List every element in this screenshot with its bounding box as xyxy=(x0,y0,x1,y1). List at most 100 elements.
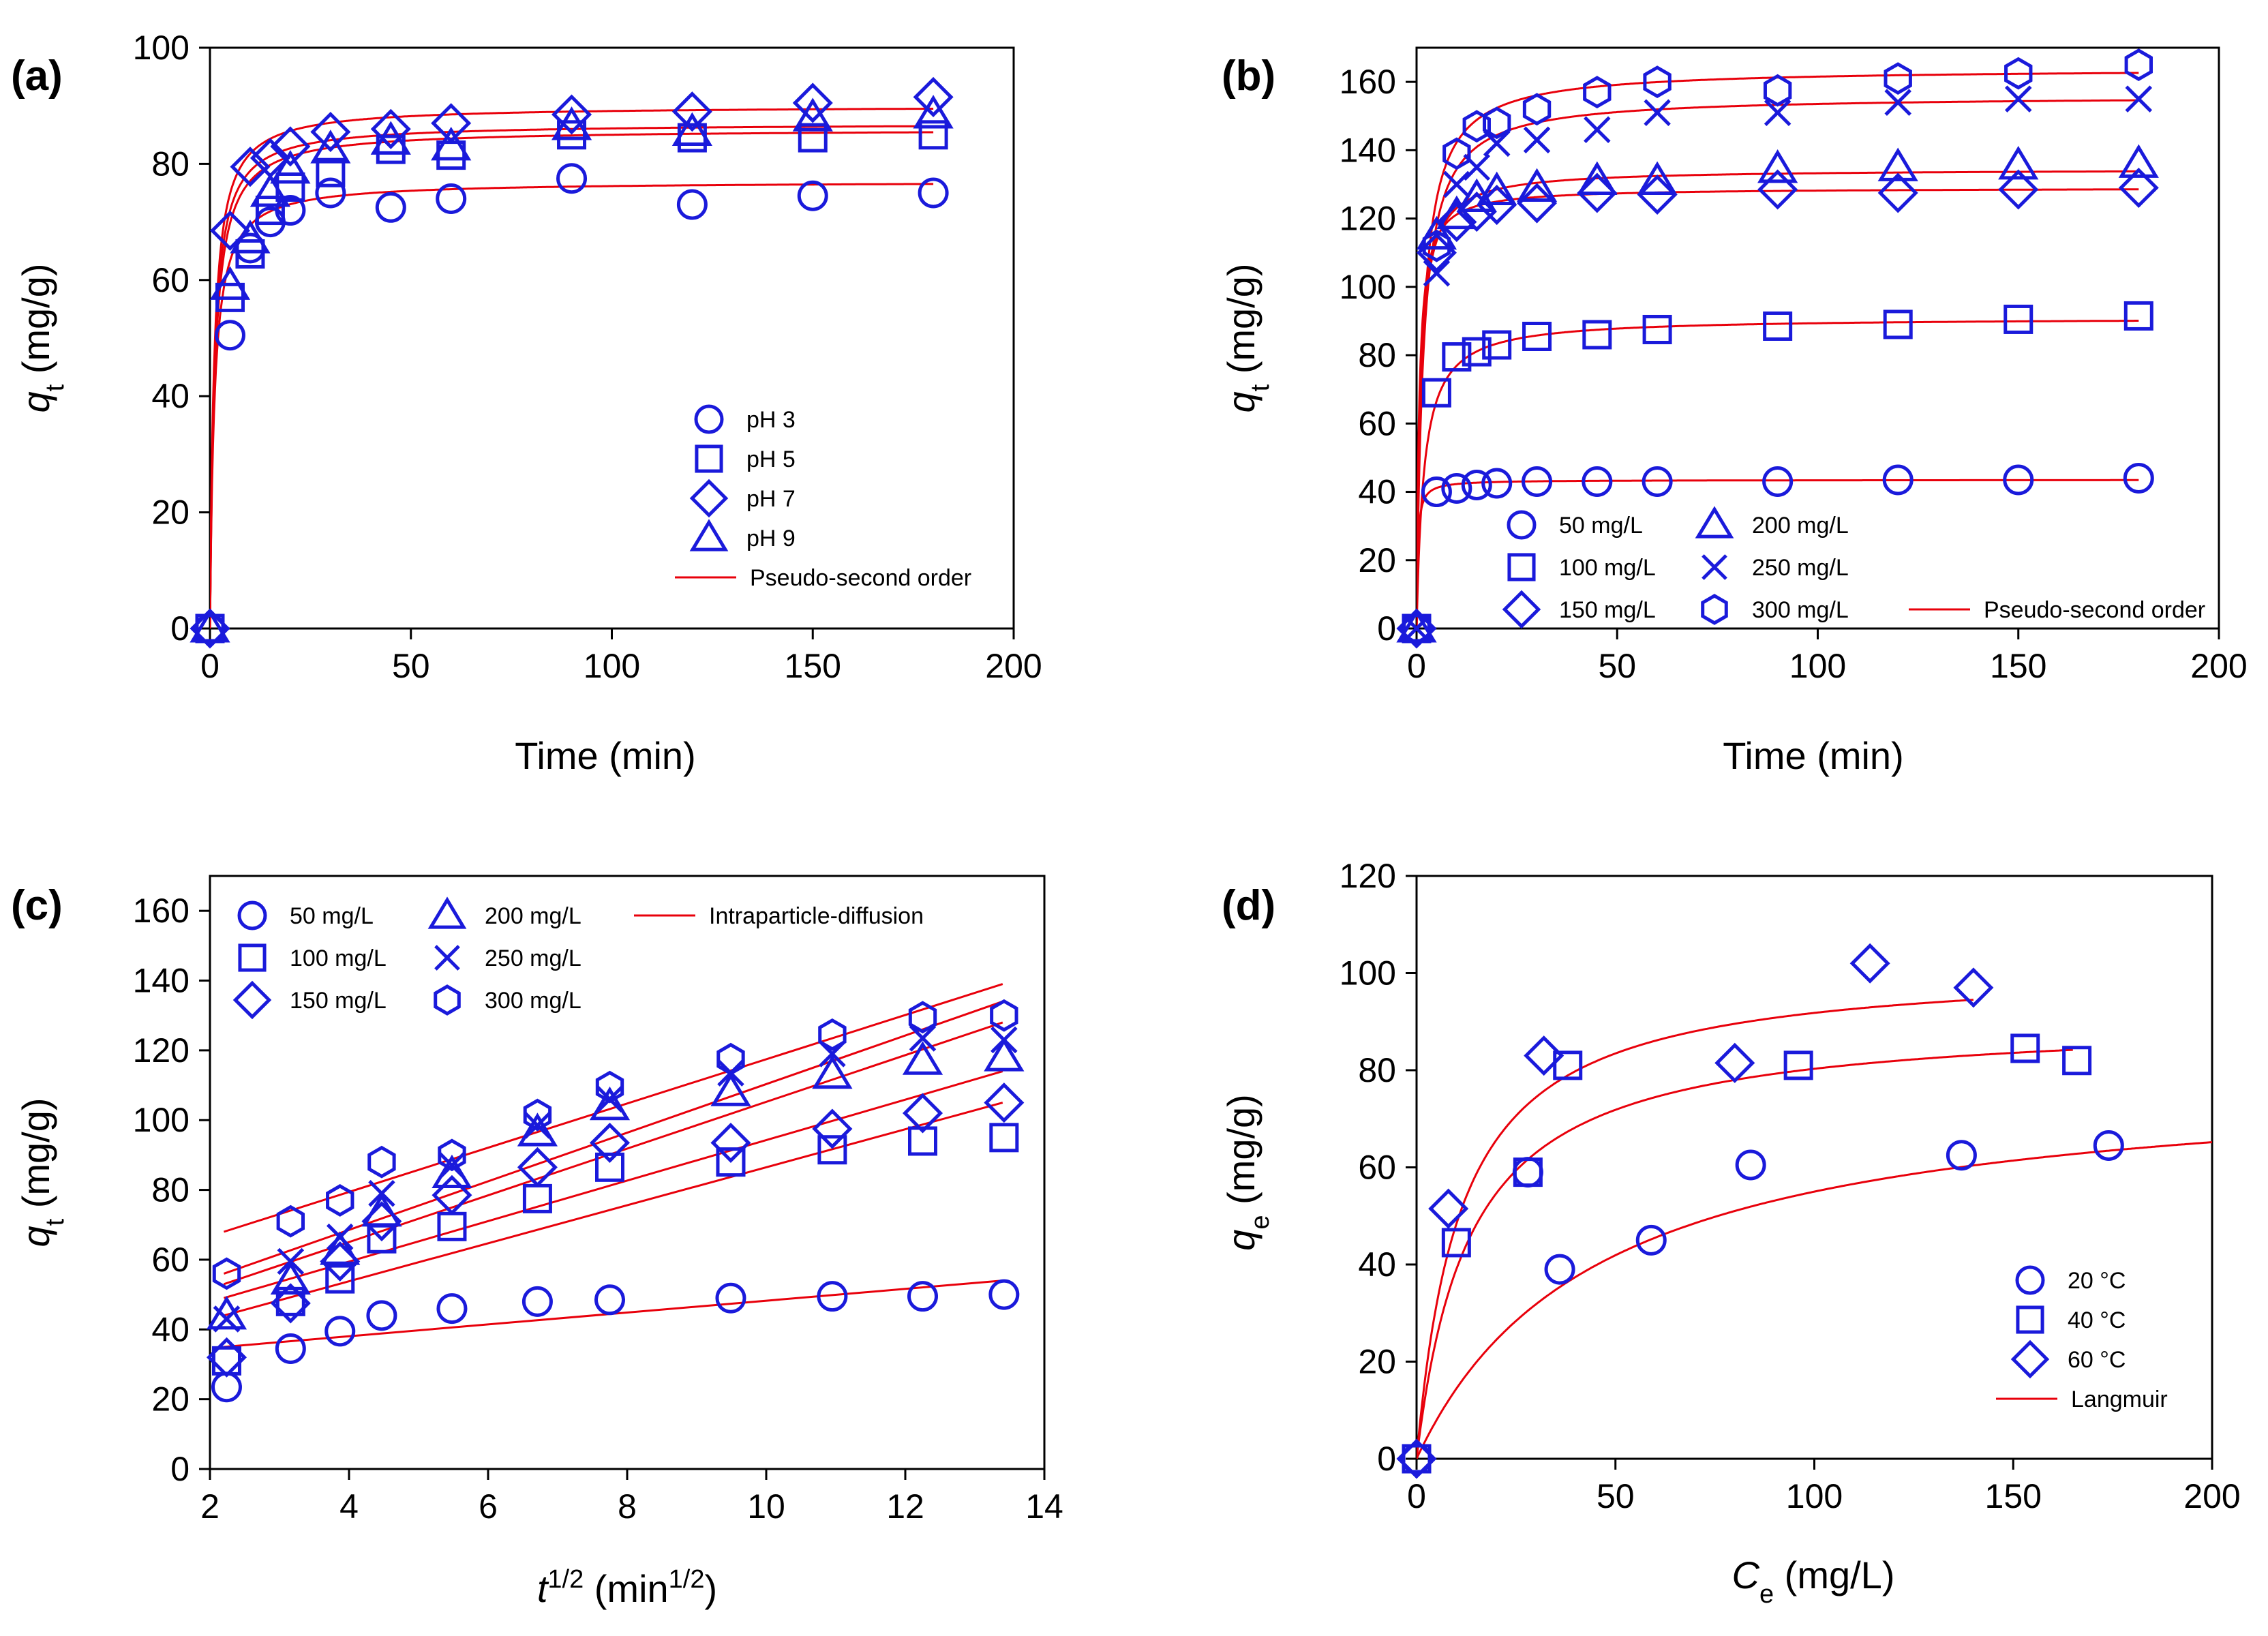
x-axis-title: Time (min) xyxy=(515,734,695,777)
data-point xyxy=(361,1192,402,1227)
panel-label: (a) xyxy=(11,52,63,100)
data-point xyxy=(2118,167,2159,209)
legend-item-label: 50 mg/L xyxy=(290,903,374,929)
y-tick-label: 0 xyxy=(170,1450,190,1488)
legend-item-label: 100 mg/L xyxy=(290,945,387,971)
data-point xyxy=(1849,943,1890,984)
legend-item-marker xyxy=(695,444,723,473)
data-point xyxy=(710,1072,751,1106)
data-point xyxy=(270,1283,311,1324)
data-point xyxy=(276,1205,305,1238)
legend-item-label: 100 mg/L xyxy=(1559,555,1656,581)
data-point xyxy=(315,177,346,209)
legend-item-label: 300 mg/L xyxy=(485,988,581,1014)
fit-line-1 xyxy=(1417,320,2139,628)
legend-item-marker xyxy=(237,900,267,930)
fit-line-1 xyxy=(1417,1048,2073,1459)
data-point xyxy=(1513,1157,1543,1187)
x-tick-label: 100 xyxy=(1789,647,1846,685)
legend-item-marker xyxy=(1507,553,1536,581)
data-point xyxy=(376,134,406,164)
y-tick-label: 0 xyxy=(1377,609,1396,648)
data-point xyxy=(913,76,954,117)
data-point xyxy=(1421,378,1451,408)
y-tick-label: 60 xyxy=(151,261,190,299)
legend-fit-label: Pseudo-second order xyxy=(1984,597,2205,623)
data-point xyxy=(589,1086,631,1121)
data-point xyxy=(1877,172,1918,213)
data-point xyxy=(310,112,351,153)
data-point xyxy=(1441,1228,1471,1258)
data-point xyxy=(1482,330,1512,360)
y-axis-title: qt (mg/g) xyxy=(1220,263,1275,412)
data-point xyxy=(716,1042,745,1076)
data-point xyxy=(206,1337,247,1378)
data-point xyxy=(1884,89,1911,116)
y-tick-label: 60 xyxy=(1358,1149,1396,1187)
data-point xyxy=(792,97,833,132)
data-point xyxy=(1642,466,1673,497)
data-point xyxy=(676,189,708,220)
data-point xyxy=(1643,65,1672,99)
data-point xyxy=(1423,260,1451,287)
legend-item-label: pH 5 xyxy=(746,446,796,472)
data-point xyxy=(320,1231,361,1265)
legend-item-label: 250 mg/L xyxy=(1752,555,1849,581)
x-axis-title: t1/2 (min1/2) xyxy=(537,1565,717,1610)
panel-d: (d) 0 50 100 150 200 0 20 40 60 80 100 120 Ce (mg/L) q… xyxy=(1220,857,2241,1609)
legend-item-marker xyxy=(689,519,729,551)
legend-item-marker xyxy=(1502,590,1541,629)
data-point xyxy=(902,1041,943,1075)
legend-item-label: pH 9 xyxy=(746,526,796,551)
y-tick-label: 40 xyxy=(1358,1245,1396,1284)
x-tick-label: 100 xyxy=(1786,1477,1843,1515)
panel-a: (a) 0 50 100 150 200 0 20 40 60 80 100 Time (min) qt … xyxy=(11,29,1042,777)
data-point xyxy=(1522,466,1553,497)
data-point xyxy=(988,1279,1020,1310)
y-tick-label: 80 xyxy=(1358,1051,1396,1089)
data-point xyxy=(370,108,411,149)
plot-frame xyxy=(1415,46,2220,630)
legend-item-label: pH 3 xyxy=(746,407,796,433)
data-point xyxy=(206,1295,247,1330)
data-point xyxy=(1584,116,1611,144)
y-tick-label: 80 xyxy=(1358,336,1396,374)
data-point xyxy=(1582,320,1612,350)
legend-item-marker xyxy=(434,984,461,1016)
data-point xyxy=(908,1126,937,1156)
data-point xyxy=(1763,311,1793,341)
data-point xyxy=(1477,171,1517,205)
x-tick-label: 50 xyxy=(1597,1477,1635,1515)
data-point xyxy=(989,1123,1019,1153)
data-point xyxy=(1783,1050,1813,1080)
data-point xyxy=(325,1264,355,1294)
fit-line-2 xyxy=(1417,999,1974,1459)
data-point xyxy=(1402,1444,1432,1474)
fit-line-4 xyxy=(223,1000,1003,1275)
data-point xyxy=(1477,185,1517,226)
legend-item-marker xyxy=(1507,510,1537,540)
data-point xyxy=(798,123,828,153)
data-point xyxy=(1416,215,1457,250)
y-tick-label: 60 xyxy=(151,1241,190,1279)
data-point xyxy=(1481,468,1513,499)
data-point xyxy=(1637,161,1678,195)
data-point xyxy=(1642,314,1672,344)
data-point xyxy=(213,1305,241,1333)
data-point xyxy=(255,196,285,226)
data-point xyxy=(524,1112,551,1139)
data-point xyxy=(211,1346,241,1376)
data-point xyxy=(270,150,311,184)
data-point xyxy=(1462,110,1491,143)
legend: 50 mg/L 100 mg/L 150 mg/L 200 mg/L 250 mg/L 3… xyxy=(232,896,924,1020)
data-point xyxy=(1763,74,1792,107)
data-point xyxy=(2093,1130,2124,1161)
data-point xyxy=(1402,612,1431,645)
data-point xyxy=(812,1108,853,1149)
legend-item-marker xyxy=(2015,1265,2045,1295)
data-point xyxy=(2004,304,2033,334)
legend-fit-label: Pseudo-second order xyxy=(750,565,971,591)
data-point xyxy=(1883,309,1913,339)
data-point xyxy=(792,82,833,123)
legend-item-marker xyxy=(1701,594,1728,625)
